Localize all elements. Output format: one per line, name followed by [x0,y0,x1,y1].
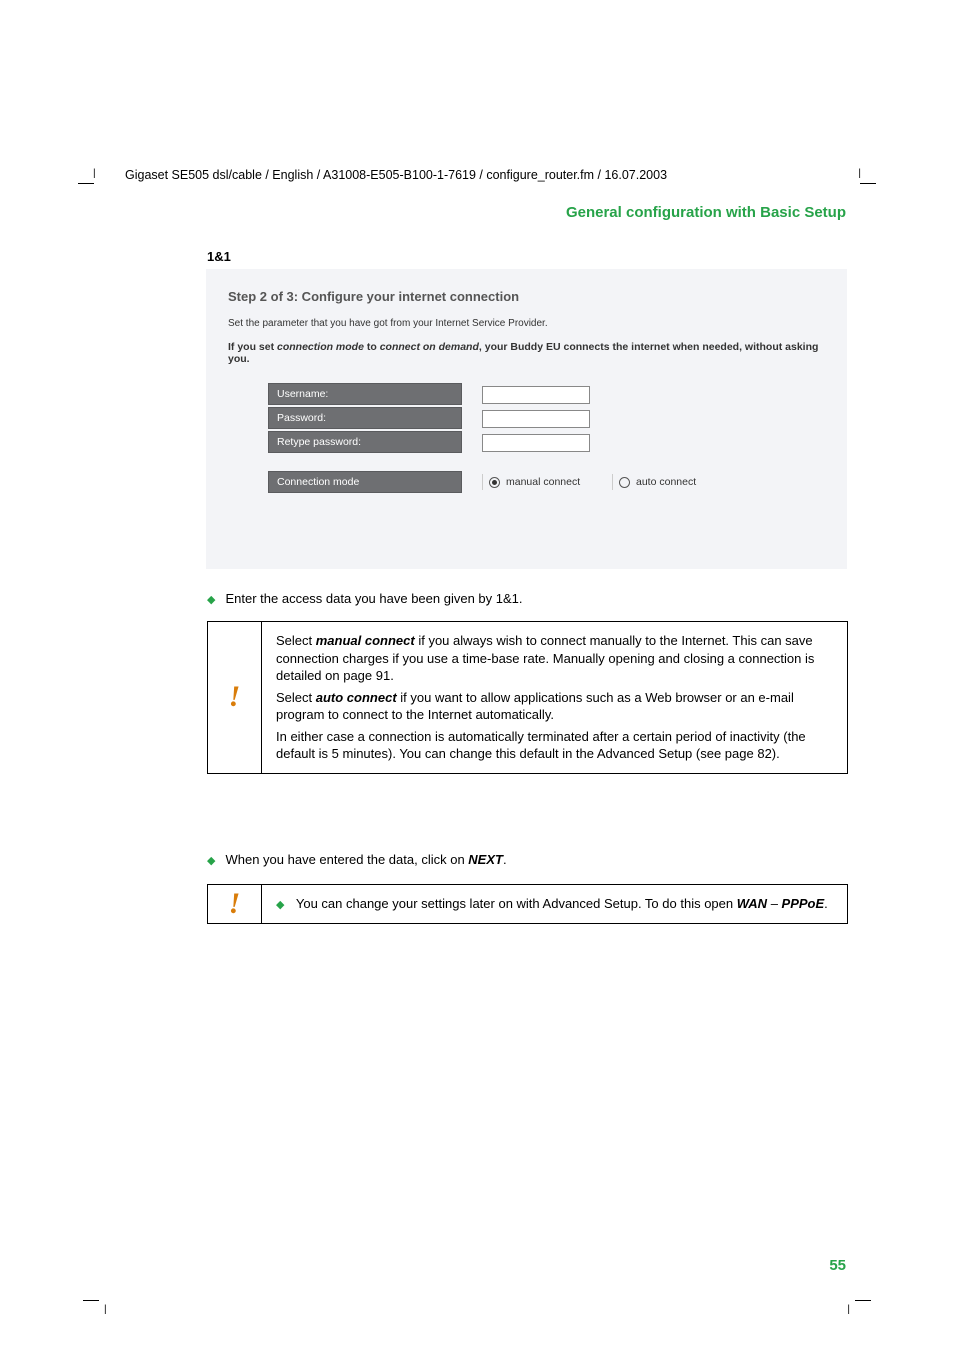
info-paragraph: Select auto connect if you want to allow… [276,689,833,724]
bullet-next: ◆ When you have entered the data, click … [207,852,507,867]
info-box-connect-modes: ! Select manual connect if you always wi… [207,621,848,774]
header-path: Gigaset SE505 dsl/cable / English / A310… [125,168,667,182]
auto-connect-label: auto connect [636,476,696,488]
step-description: Set the parameter that you have got from… [228,318,825,329]
crop-mark [860,183,876,184]
retype-label: Retype password: [268,431,462,453]
form-row-username: Username: [268,383,825,405]
connection-mode-row: Connection mode manual connect auto conn… [268,471,825,493]
crop-mark [855,1300,871,1301]
radio-icon [489,477,500,488]
step-title: Step 2 of 3: Configure your internet con… [228,289,825,304]
info-icon-cell: ! [208,622,262,773]
form-row-password: Password: [268,407,825,429]
password-input[interactable] [482,410,590,428]
connection-mode-label: Connection mode [268,471,462,493]
info-paragraph: Select manual connect if you always wish… [276,632,833,685]
exclamation-icon: ! [229,887,241,921]
info-paragraph: ◆ You can change your settings later on … [276,895,833,913]
bullet-enter-access: ◆ Enter the access data you have been gi… [207,591,523,606]
crop-mark: | [858,168,861,179]
crop-mark [78,183,94,184]
step-note: If you set connection mode to connect on… [228,341,825,365]
info-text: Select manual connect if you always wish… [262,622,847,773]
page: | | | | Gigaset SE505 dsl/cable / Englis… [0,0,954,1351]
radio-icon [619,477,630,488]
connection-mode-options: manual connect auto connect [462,474,742,490]
form-row-retype: Retype password: [268,431,825,453]
info-box-advanced: ! ◆ You can change your settings later o… [207,884,848,924]
screenshot-panel: Step 2 of 3: Configure your internet con… [206,269,847,569]
crop-mark: | [93,168,96,179]
page-title: General configuration with Basic Setup [566,204,846,221]
username-input[interactable] [482,386,590,404]
manual-connect-option[interactable]: manual connect [482,474,612,490]
bullet-text: Enter the access data you have been give… [225,591,522,606]
form-section: Username: Password: Retype password: Con… [268,383,825,493]
password-label: Password: [268,407,462,429]
diamond-icon: ◆ [276,899,284,911]
retype-input[interactable] [482,434,590,452]
section-heading: 1&1 [207,249,231,264]
username-label: Username: [268,383,462,405]
bullet-text: When you have entered the data, click on… [225,852,506,867]
diamond-icon: ◆ [207,854,215,867]
manual-connect-label: manual connect [506,476,580,488]
info-text: ◆ You can change your settings later on … [262,885,847,923]
info-paragraph: In either case a connection is automatic… [276,728,833,763]
crop-mark: | [847,1304,850,1315]
diamond-icon: ◆ [207,593,215,606]
info-icon-cell: ! [208,885,262,923]
auto-connect-option[interactable]: auto connect [612,474,742,490]
crop-mark: | [104,1304,107,1315]
crop-mark [83,1300,99,1301]
exclamation-icon: ! [229,680,241,714]
page-number: 55 [829,1257,846,1274]
